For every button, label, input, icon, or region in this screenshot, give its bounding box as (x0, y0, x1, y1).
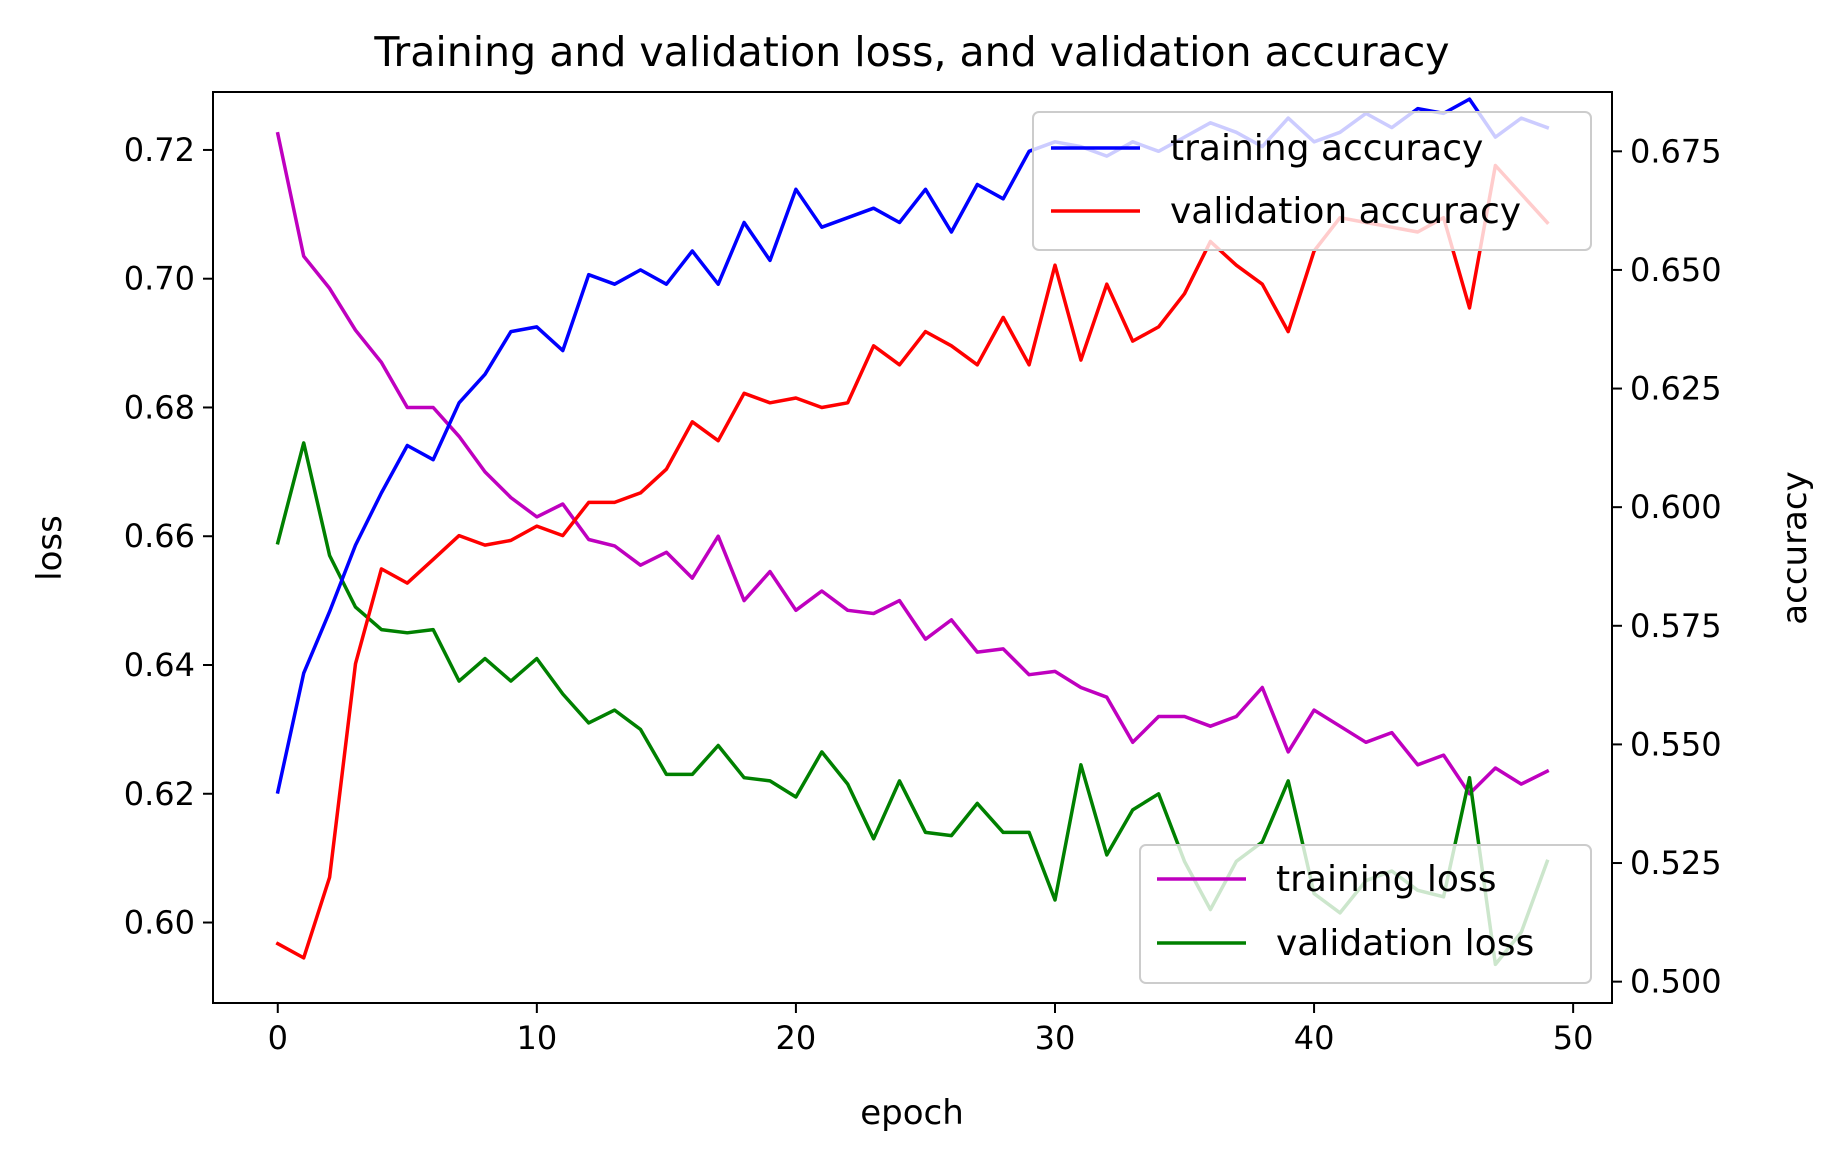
left-tick-label: 0.64 (124, 646, 195, 684)
x-tick-label: 20 (776, 1019, 817, 1057)
plot-frame (212, 91, 1613, 1004)
left-tick-label: 0.66 (124, 517, 195, 555)
right-tick-label: 0.650 (1630, 251, 1722, 289)
right-tick-label: 0.525 (1630, 844, 1722, 882)
x-tick-label: 10 (516, 1019, 557, 1057)
x-tick-label: 50 (1553, 1019, 1594, 1057)
left-tick-label: 0.68 (124, 388, 195, 426)
chart-title: Training and validation loss, and valida… (373, 28, 1449, 76)
left-tick-label: 0.60 (124, 904, 195, 942)
right-tick-label: 0.550 (1630, 725, 1722, 763)
left-tick-label: 0.62 (124, 775, 195, 813)
series-line-training-loss (275, 131, 1550, 796)
left-axis-ticks: 0.60 0.62 0.64 0.66 0.68 0.70 0.72 (124, 131, 213, 942)
left-axis-label: loss (30, 515, 70, 581)
legend-training-accuracy-label: training accuracy (1170, 128, 1483, 169)
right-tick-label: 0.675 (1630, 132, 1722, 170)
x-axis-ticks: 0 10 20 30 40 50 (268, 1003, 1594, 1057)
legend-accuracy-box (1032, 111, 1592, 251)
x-tick-label: 30 (1035, 1019, 1076, 1057)
right-axis-ticks: 0.500 0.525 0.550 0.575 0.600 0.625 0.650 0.675 (1612, 132, 1722, 1001)
right-tick-label: 0.575 (1630, 607, 1722, 645)
legend-validation-loss-label: validation loss (1276, 923, 1534, 964)
legend-loss: training loss validation loss (1139, 844, 1592, 984)
x-tick-label: 40 (1294, 1019, 1335, 1057)
right-tick-label: 0.625 (1630, 370, 1722, 408)
legend-accuracy: training accuracy validation accuracy (1032, 111, 1592, 251)
right-axis-label: accuracy (1775, 471, 1815, 624)
legend-validation-accuracy-label: validation accuracy (1170, 191, 1521, 232)
legend-loss-box (1139, 844, 1592, 984)
right-tick-label: 0.500 (1630, 963, 1722, 1001)
legend-training-loss-label: training loss (1276, 859, 1496, 900)
x-tick-label: 0 (268, 1019, 288, 1057)
left-tick-label: 0.72 (124, 131, 195, 169)
x-axis-label: epoch (860, 1093, 964, 1133)
left-tick-label: 0.70 (124, 260, 195, 298)
right-tick-label: 0.600 (1630, 488, 1722, 526)
